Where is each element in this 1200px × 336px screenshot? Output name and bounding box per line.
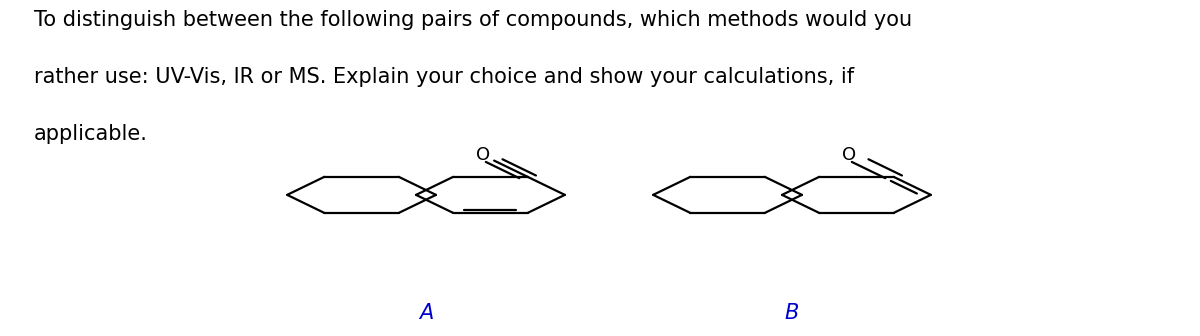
Text: To distinguish between the following pairs of compounds, which methods would you: To distinguish between the following pai… <box>34 10 912 30</box>
Text: O: O <box>842 146 857 164</box>
Text: applicable.: applicable. <box>34 124 148 144</box>
Text: rather use: UV-Vis, IR or MS. Explain your choice and show your calculations, if: rather use: UV-Vis, IR or MS. Explain yo… <box>34 67 853 87</box>
Text: B: B <box>785 302 799 323</box>
Text: O: O <box>476 146 491 164</box>
Text: A: A <box>419 302 433 323</box>
